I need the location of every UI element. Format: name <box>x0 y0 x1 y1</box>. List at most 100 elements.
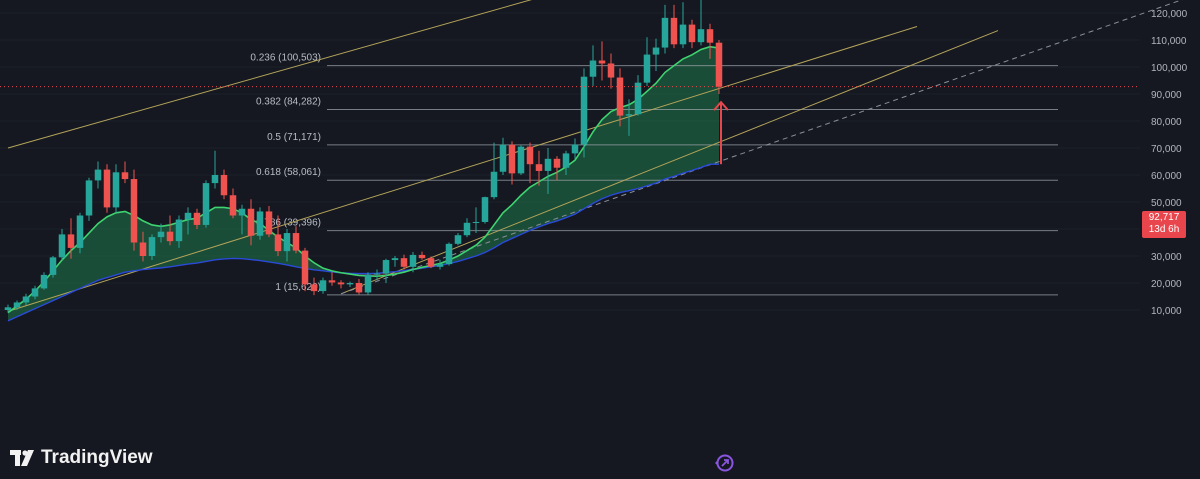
candle[interactable] <box>544 148 552 194</box>
trendline[interactable] <box>7 26 918 312</box>
candle[interactable] <box>283 229 291 262</box>
candle[interactable] <box>535 150 543 186</box>
candle[interactable] <box>517 145 525 175</box>
candle[interactable] <box>31 285 39 300</box>
ma-cloud-up <box>71 242 80 293</box>
candle[interactable] <box>337 280 345 289</box>
candle[interactable] <box>409 251 417 273</box>
candle[interactable] <box>202 180 210 228</box>
candle[interactable] <box>148 234 156 261</box>
candle[interactable] <box>85 177 93 221</box>
dashed-trendline[interactable] <box>340 0 1196 295</box>
candle[interactable] <box>391 256 399 267</box>
candle[interactable] <box>22 293 30 306</box>
candle[interactable] <box>4 304 12 313</box>
candle[interactable] <box>706 23 714 59</box>
candle-body <box>616 77 624 116</box>
candle[interactable] <box>580 68 588 158</box>
candle[interactable] <box>472 207 480 234</box>
candle[interactable] <box>625 99 633 136</box>
candle[interactable] <box>166 215 174 246</box>
candle[interactable] <box>526 142 534 184</box>
candle-body <box>553 158 561 168</box>
candle[interactable] <box>310 277 318 296</box>
candle[interactable] <box>598 41 606 81</box>
candle[interactable] <box>382 258 390 283</box>
candle[interactable] <box>40 272 48 290</box>
candle[interactable] <box>634 75 642 116</box>
candle[interactable] <box>670 4 678 49</box>
candle[interactable] <box>265 206 273 238</box>
candle-body <box>112 172 120 208</box>
candle[interactable] <box>256 207 264 240</box>
candle[interactable] <box>661 4 669 54</box>
candle[interactable] <box>193 208 201 229</box>
candle[interactable] <box>319 277 327 294</box>
trendline[interactable] <box>7 0 989 149</box>
candle[interactable] <box>301 247 309 292</box>
candle[interactable] <box>553 156 561 181</box>
candle[interactable] <box>616 68 624 127</box>
candle[interactable] <box>13 300 21 310</box>
candle[interactable] <box>175 215 183 248</box>
candle[interactable] <box>292 226 300 254</box>
candle[interactable] <box>499 137 507 175</box>
price-axis-label: 50,000 <box>1151 198 1182 209</box>
candle-body <box>238 208 246 216</box>
ma-cloud-up <box>98 216 107 281</box>
candle[interactable] <box>346 281 354 288</box>
candle[interactable] <box>238 204 246 235</box>
candle[interactable] <box>94 161 102 189</box>
candle[interactable] <box>67 218 75 259</box>
ma-cloud-up <box>539 176 548 227</box>
candle[interactable] <box>49 256 57 278</box>
candle[interactable] <box>589 45 597 86</box>
candle[interactable] <box>643 37 651 86</box>
candle[interactable] <box>58 229 66 261</box>
candle[interactable] <box>139 231 147 262</box>
candle[interactable] <box>463 218 471 238</box>
candle[interactable] <box>508 141 516 185</box>
candle[interactable] <box>184 207 192 235</box>
candle[interactable] <box>76 212 84 254</box>
candle[interactable] <box>121 161 129 184</box>
candle[interactable] <box>715 40 723 94</box>
candle[interactable] <box>328 272 336 286</box>
candle[interactable] <box>364 272 372 295</box>
replay-icon[interactable] <box>712 452 736 474</box>
candle[interactable] <box>157 223 165 243</box>
candle[interactable] <box>400 254 408 270</box>
candle[interactable] <box>454 233 462 246</box>
candle[interactable] <box>247 199 255 246</box>
candle-body <box>661 17 669 48</box>
candle[interactable] <box>562 150 570 175</box>
candle[interactable] <box>355 278 363 295</box>
candle[interactable] <box>445 242 453 266</box>
ma-cloud-up <box>593 119 602 204</box>
candle-body <box>409 254 417 267</box>
candle[interactable] <box>229 188 237 219</box>
candle[interactable] <box>481 196 489 224</box>
candle[interactable] <box>607 53 615 89</box>
candle[interactable] <box>679 2 687 49</box>
candle[interactable] <box>274 215 282 257</box>
candle[interactable] <box>652 38 660 72</box>
candle[interactable] <box>697 0 705 46</box>
candle[interactable] <box>418 251 426 260</box>
candle-body <box>31 288 39 297</box>
candle[interactable] <box>130 169 138 251</box>
ma-cloud-up <box>512 195 521 239</box>
candle[interactable] <box>211 150 219 189</box>
candle[interactable] <box>103 164 111 213</box>
candle[interactable] <box>490 142 498 200</box>
candle[interactable] <box>373 269 381 281</box>
candle[interactable] <box>112 164 120 213</box>
candle[interactable] <box>220 169 228 200</box>
candle[interactable] <box>436 259 444 270</box>
candle-body <box>229 195 237 216</box>
candle[interactable] <box>427 256 435 269</box>
candle[interactable] <box>571 138 579 159</box>
candle[interactable] <box>688 19 696 49</box>
